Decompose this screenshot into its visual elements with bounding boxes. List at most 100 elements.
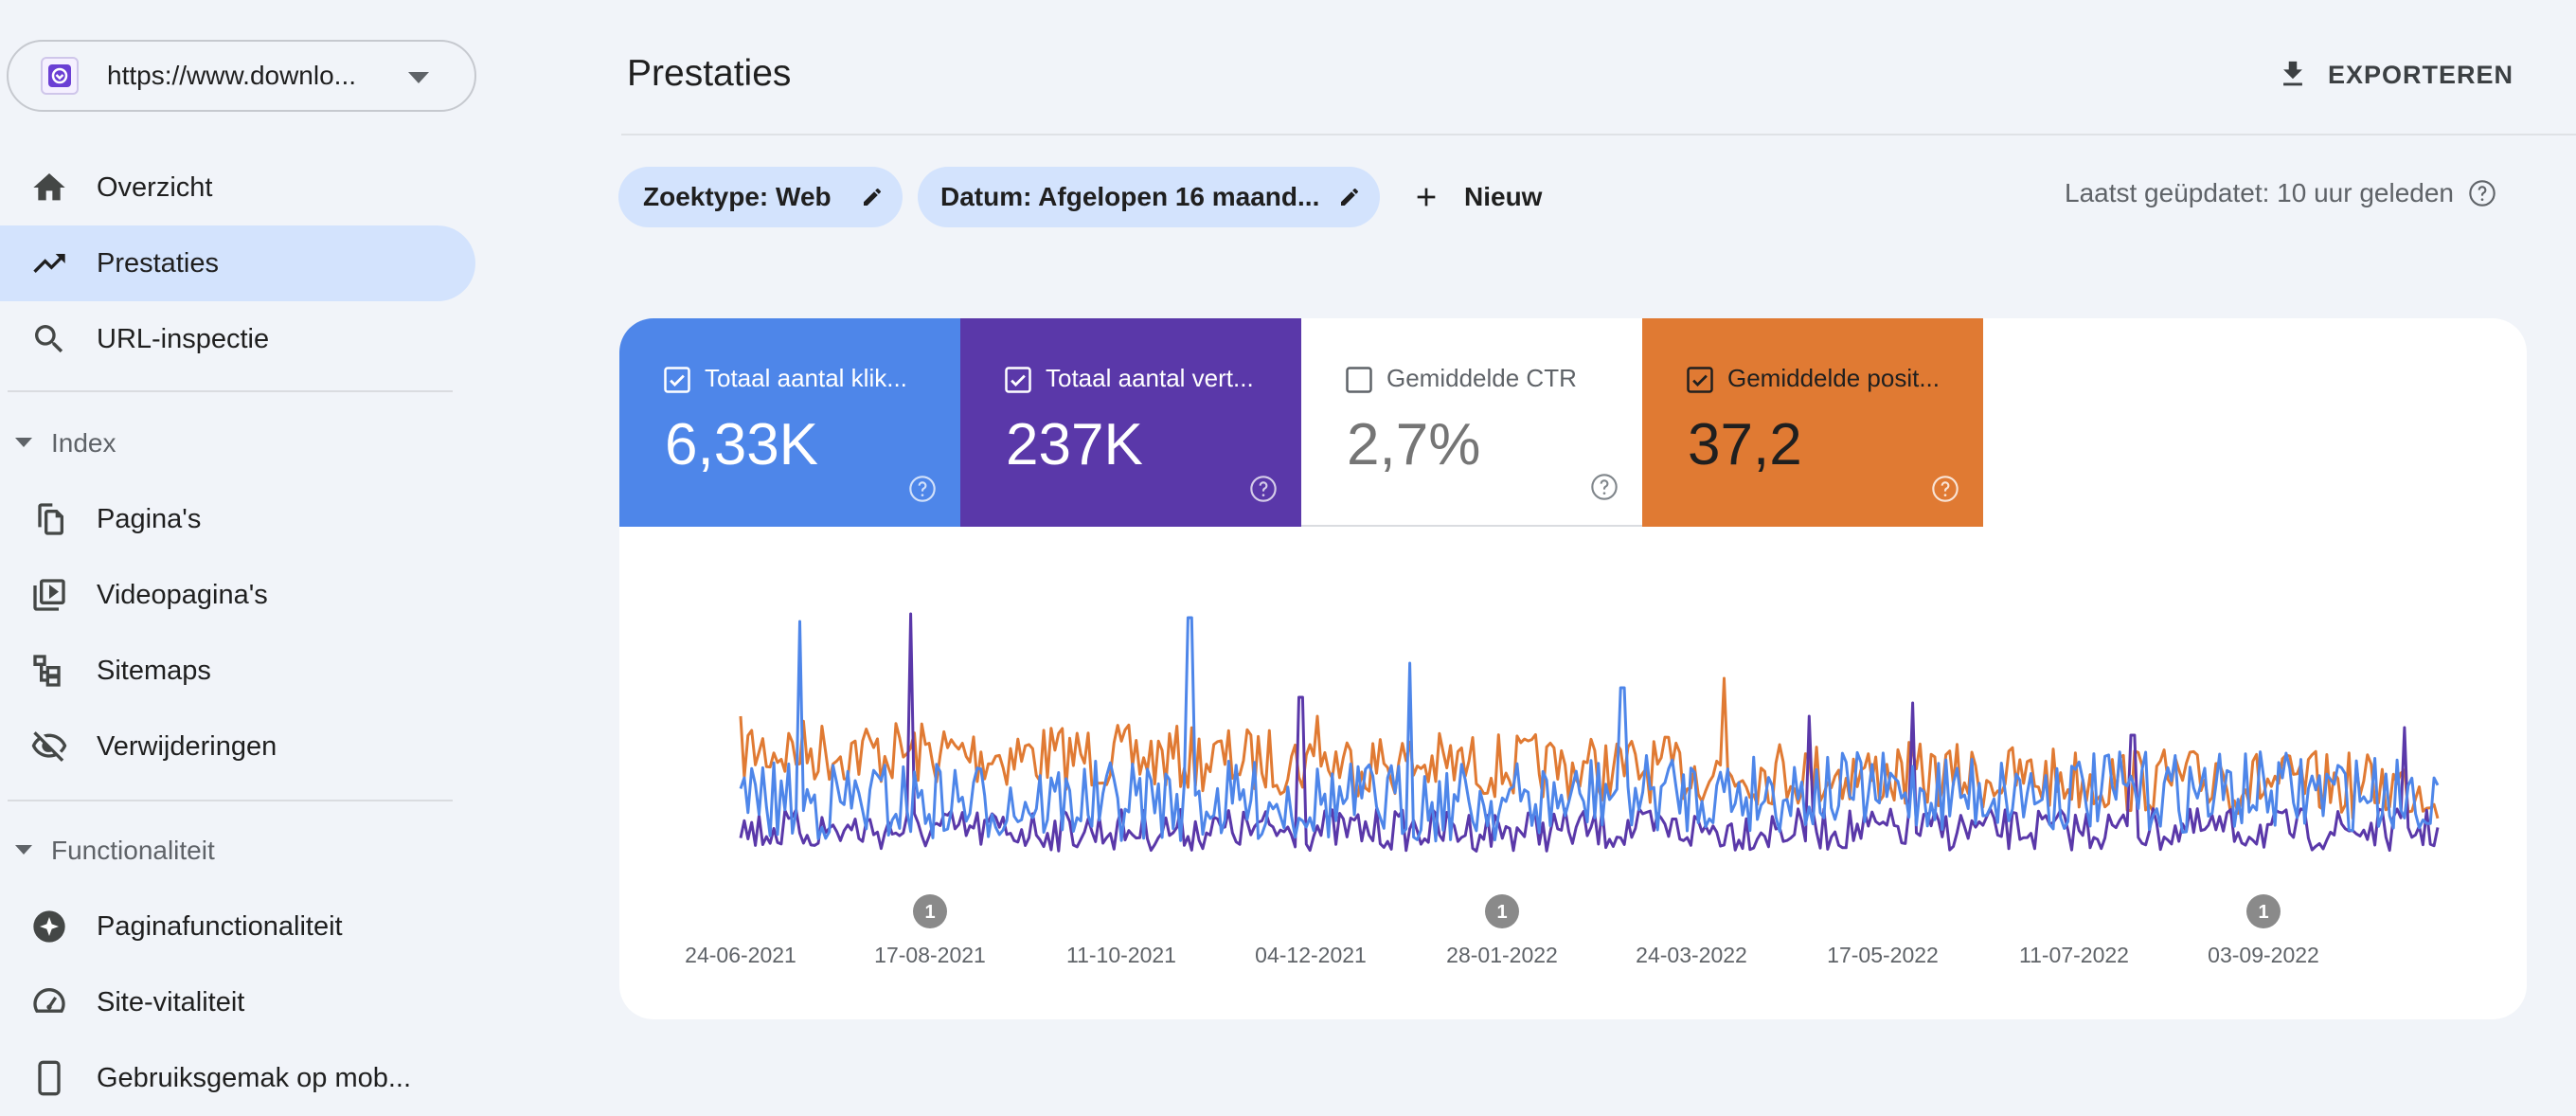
page-experience-icon xyxy=(33,910,65,943)
sidebar-item-mobiel[interactable]: Gebruiksgemak op mob... xyxy=(0,1040,475,1116)
sidebar-item-label: Overzicht xyxy=(97,171,213,203)
annotation-marker[interactable]: 1 xyxy=(1485,894,1519,928)
plus-icon xyxy=(1417,188,1436,207)
sidebar-item-verwijderingen[interactable]: Verwijderingen xyxy=(0,709,475,784)
add-filter-label: Nieuw xyxy=(1464,182,1543,211)
metric-value: 6,33K xyxy=(665,412,819,477)
annotation-marker[interactable]: 1 xyxy=(2246,894,2281,928)
help-icon[interactable] xyxy=(2467,178,2497,208)
sidebar-item-overzicht[interactable]: Overzicht xyxy=(0,150,475,225)
x-tick-label: 17-05-2022 xyxy=(1827,943,1939,967)
video-pages-icon xyxy=(33,579,65,611)
sidebar-item-label: Sitemaps xyxy=(97,655,211,686)
annotation-label: 1 xyxy=(1496,902,1507,923)
last-updated-label: Laatst geüpdatet: 10 uur geleden xyxy=(2065,178,2455,207)
add-filter-button[interactable]: Nieuw xyxy=(1411,167,1542,227)
sidebar-item-prestaties[interactable]: Prestaties xyxy=(0,225,475,301)
sidebar-item-sitemaps[interactable]: Sitemaps xyxy=(0,633,475,709)
caret-down-icon xyxy=(15,845,32,855)
filter-chip-label: Zoektype: Web xyxy=(643,182,832,211)
checkbox-checked-icon[interactable] xyxy=(1686,366,1714,394)
metric-value: 2,7% xyxy=(1347,412,1481,477)
series-line-impressions xyxy=(739,612,2440,853)
header-divider xyxy=(621,134,2576,135)
annotation-marker[interactable]: 1 xyxy=(913,894,947,928)
sitemap-icon xyxy=(33,655,61,687)
section-title: Functionaliteit xyxy=(51,836,215,865)
sidebar-item-site-vitaliteit[interactable]: Site-vitaliteit xyxy=(0,964,475,1040)
metric-label: Totaal aantal klik... xyxy=(705,364,907,392)
home-icon xyxy=(33,173,65,201)
x-tick-label: 04-12-2021 xyxy=(1255,943,1367,967)
x-tick-label: 28-01-2022 xyxy=(1446,943,1558,967)
x-tick-label: 03-09-2022 xyxy=(2208,943,2319,967)
sidebar-item-label: Verwijderingen xyxy=(97,730,277,762)
edit-pencil-icon xyxy=(1341,188,1359,206)
download-icon xyxy=(2283,61,2302,86)
sidebar-item-label: Paginafunctionaliteit xyxy=(97,910,343,942)
help-icon[interactable] xyxy=(1248,474,1279,504)
annotation-label: 1 xyxy=(924,902,935,923)
export-button[interactable]: EXPORTEREN xyxy=(2277,49,2513,100)
mobile-icon xyxy=(38,1060,61,1096)
sidebar-item-label: Prestaties xyxy=(97,247,219,279)
help-icon[interactable] xyxy=(907,474,938,504)
sidebar-item-label: URL-inspectie xyxy=(97,323,270,354)
sidebar: https://www.downlo... Overzicht Prestati… xyxy=(0,0,492,1096)
checkbox-unchecked-icon[interactable] xyxy=(1345,366,1373,394)
sidebar-item-paginafunctionaliteit[interactable]: Paginafunctionaliteit xyxy=(0,889,475,964)
sidebar-divider xyxy=(8,800,453,801)
section-functionaliteit-toggle[interactable]: Functionaliteit xyxy=(0,822,455,879)
x-tick-label: 11-07-2022 xyxy=(2019,943,2129,967)
metric-label: Totaal aantal vert... xyxy=(1046,364,1254,392)
metric-average-ctr[interactable]: Gemiddelde CTR 2,7% xyxy=(1301,318,1642,527)
pages-icon xyxy=(38,503,63,535)
sidebar-item-label: Gebruiksgemak op mob... xyxy=(97,1062,412,1093)
sidebar-item-url-inspectie[interactable]: URL-inspectie xyxy=(0,301,475,377)
page-title: Prestaties xyxy=(627,53,792,94)
metric-total-impressions[interactable]: Totaal aantal vert... 237K xyxy=(960,318,1301,527)
sidebar-item-paginas[interactable]: Pagina's xyxy=(0,481,475,557)
checkbox-checked-icon[interactable] xyxy=(1004,366,1032,394)
x-tick-label: 11-10-2021 xyxy=(1066,943,1176,967)
sidebar-item-label: Videopagina's xyxy=(97,579,268,610)
visibility-off-icon xyxy=(31,731,67,762)
last-updated: Laatst geüpdatet: 10 uur geleden xyxy=(2027,178,2576,208)
search-icon xyxy=(35,325,63,353)
metric-value: 237K xyxy=(1006,412,1143,477)
metric-label: Gemiddelde posit... xyxy=(1727,364,1941,392)
filter-chip-label: Datum: Afgelopen 16 maand... xyxy=(940,182,1320,211)
x-tick-label: 24-06-2021 xyxy=(685,943,796,967)
section-index-toggle[interactable]: Index xyxy=(0,415,455,472)
trending-up-icon xyxy=(33,254,65,273)
filter-chip-search-type[interactable]: Zoektype: Web xyxy=(618,167,903,227)
property-selector[interactable]: https://www.downlo... xyxy=(7,40,476,112)
series-line-position xyxy=(739,676,2440,819)
sidebar-item-label: Pagina's xyxy=(97,503,202,534)
section-title: Index xyxy=(51,428,116,458)
edit-pencil-icon xyxy=(864,188,882,206)
metric-label: Gemiddelde CTR xyxy=(1386,364,1577,392)
metric-value: 37,2 xyxy=(1688,412,1802,477)
annotation-label: 1 xyxy=(2258,902,2268,923)
filter-chip-date[interactable]: Datum: Afgelopen 16 maand... xyxy=(918,167,1380,227)
export-label: EXPORTEREN xyxy=(2328,60,2514,89)
x-tick-label: 17-08-2021 xyxy=(874,943,986,967)
performance-chart: 24-06-2021 17-08-2021 11-10-2021 04-12-2021… xyxy=(685,612,2440,967)
property-url: https://www.downlo... xyxy=(107,61,357,90)
help-icon[interactable] xyxy=(1930,474,1960,504)
chevron-down-icon xyxy=(408,72,429,83)
sidebar-item-videopaginas[interactable]: Videopagina's xyxy=(0,557,475,633)
site-favicon-icon xyxy=(41,57,79,95)
help-icon[interactable] xyxy=(1589,472,1619,502)
checkbox-checked-icon[interactable] xyxy=(663,366,691,394)
series-line-clicks xyxy=(739,616,2440,843)
x-tick-label: 24-03-2022 xyxy=(1636,943,1747,967)
metric-average-position[interactable]: Gemiddelde posit... 37,2 xyxy=(1642,318,1983,527)
sidebar-divider xyxy=(8,390,453,392)
sidebar-item-label: Site-vitaliteit xyxy=(97,986,245,1017)
speed-gauge-icon xyxy=(33,987,65,1013)
metric-total-clicks[interactable]: Totaal aantal klik... 6,33K xyxy=(619,318,960,527)
performance-card: 24-06-2021 17-08-2021 11-10-2021 04-12-2021… xyxy=(619,318,2527,1019)
caret-down-icon xyxy=(15,438,32,447)
